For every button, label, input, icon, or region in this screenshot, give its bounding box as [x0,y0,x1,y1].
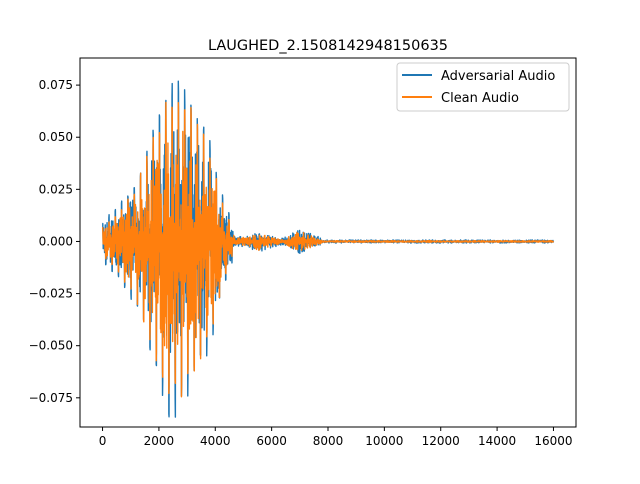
y-tick-label: −0.050 [29,339,73,353]
x-tick-label: 4000 [200,434,231,448]
x-tick-label: 10000 [365,434,403,448]
series-layer [101,80,555,418]
y-axis: −0.075 −0.050 −0.025 0.000 0.025 0.050 0.075 [29,78,80,405]
y-tick-label: 0.000 [39,234,73,248]
x-tick-label: 6000 [256,434,287,448]
x-tick-label: 8000 [313,434,344,448]
legend: Adversarial Audio Clean Audio [396,62,570,112]
y-tick-label: 0.025 [39,182,73,196]
x-tick-label: 16000 [534,434,572,448]
y-tick-label: −0.025 [29,287,73,301]
y-tick-label: 0.050 [39,130,73,144]
legend-box [396,62,570,112]
x-tick-label: 0 [99,434,107,448]
legend-label-adversarial: Adversarial Audio [441,69,555,84]
series-line-clean [101,101,555,398]
chart-title: LAUGHED_2.1508142948150635 [208,38,448,54]
x-tick-label: 2000 [144,434,175,448]
x-axis: 0 2000 4000 6000 8000 10000 12000 14000 16000 [99,427,573,448]
legend-label-clean: Clean Audio [441,91,519,106]
x-tick-label: 12000 [422,434,460,448]
y-tick-label: 0.075 [39,78,73,92]
x-tick-label: 14000 [478,434,516,448]
y-tick-label: −0.075 [29,391,73,405]
